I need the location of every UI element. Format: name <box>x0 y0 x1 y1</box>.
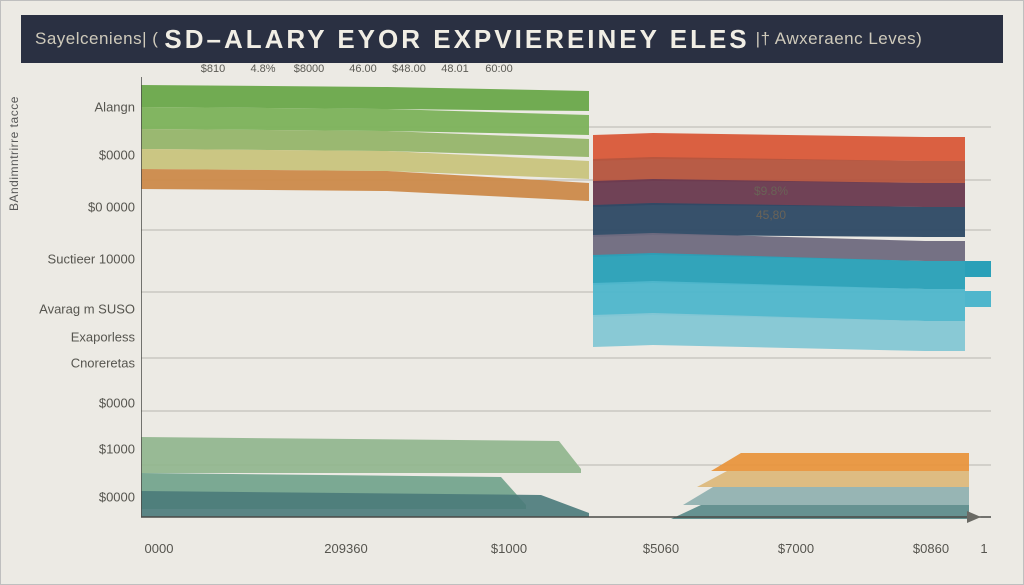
y-tick-label: $0 0000 <box>88 200 135 215</box>
y-tick-label: $0000 <box>99 396 135 411</box>
y-tick-label: Exaporless <box>71 330 135 345</box>
x-tick-label: 1 <box>980 541 987 556</box>
x-tick-label: $7000 <box>778 541 814 556</box>
y-tick-label: Alangn <box>95 100 135 115</box>
x-tick-label: $0860 <box>913 541 949 556</box>
chart-frame: Sayelceniens| ( SD–ALARY EYOR EXPVIEREIN… <box>0 0 1024 585</box>
x-tick-label: $5060 <box>643 541 679 556</box>
y-tick-label: Avarag m SUSO <box>39 302 135 317</box>
plot-area: $9.8%45,80 <box>141 77 991 537</box>
y-tick-label: $0000 <box>99 490 135 505</box>
y-tick-label: Cnoreretas <box>71 356 135 371</box>
x-axis-labels: 0000 209360 $1000 $5060 $7000 $0860 1 <box>141 541 991 561</box>
chart-title-bar: Sayelceniens| ( SD–ALARY EYOR EXPVIEREIN… <box>21 15 1003 63</box>
top-tick-label: 48.01 <box>441 63 469 75</box>
top-tick-label: 60:00 <box>485 63 513 75</box>
top-tick-label: $8000 <box>294 63 325 75</box>
y-tick-label: Suctieer 10000 <box>48 252 135 267</box>
y-tick-label: $1000 <box>99 442 135 457</box>
top-tick-label: 4.8% <box>250 63 275 75</box>
y-axis-labels: Alangn$0000$0 0000Suctieer 10000Avarag m… <box>45 77 137 537</box>
title-main: SD–ALARY EYOR EXPVIEREINEY ELES <box>164 24 749 55</box>
top-tick-label: 46.00 <box>349 63 377 75</box>
y-tick-label: $0000 <box>99 148 135 163</box>
y-axis-title: BAndimntrirre tacce <box>7 96 21 211</box>
chart-svg <box>141 77 991 537</box>
title-right: |† Awxeraenc Leves) <box>756 29 923 49</box>
x-tick-label: 209360 <box>324 541 367 556</box>
title-left: Sayelceniens| ( <box>35 29 158 49</box>
top-tick-label: $48.00 <box>392 63 426 75</box>
top-tick-label: $810 <box>201 63 225 75</box>
x-tick-label: $1000 <box>491 541 527 556</box>
x-tick-label: 0000 <box>145 541 174 556</box>
